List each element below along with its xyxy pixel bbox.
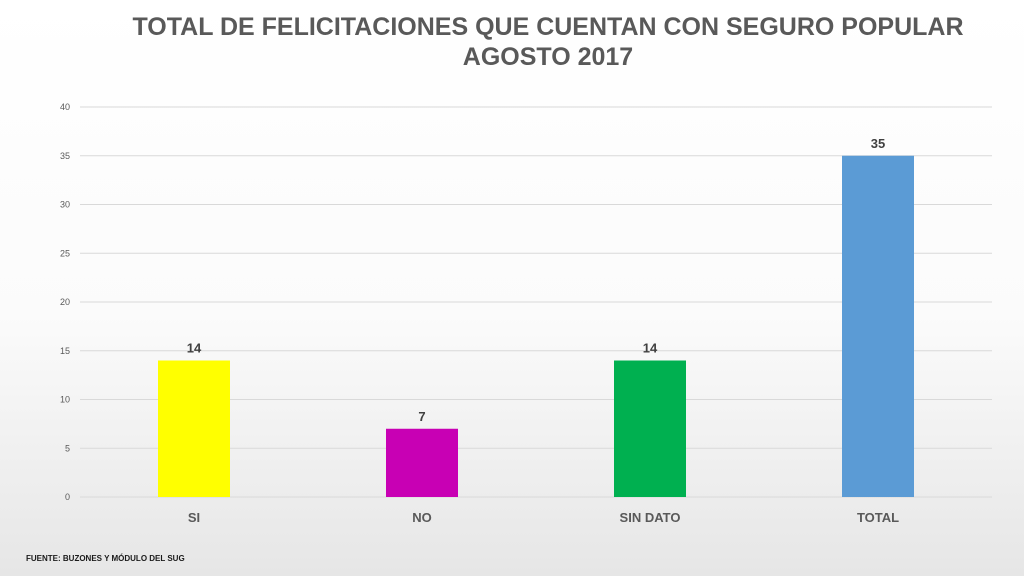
y-tick-label: 30 — [60, 200, 70, 210]
y-tick-label: 5 — [65, 443, 70, 453]
bar-sin-dato — [614, 360, 686, 497]
grid-lines — [80, 106, 992, 498]
y-tick-label: 10 — [60, 395, 70, 405]
y-tick-label: 0 — [65, 492, 70, 502]
bar-si — [158, 360, 230, 497]
data-label: 7 — [418, 409, 425, 424]
data-label: 35 — [871, 136, 885, 151]
bar-total — [842, 155, 914, 497]
y-tick-label: 35 — [60, 151, 70, 161]
y-tick-label: 25 — [60, 248, 70, 258]
bars — [158, 155, 914, 497]
y-axis-ticks: 0 5 10 15 20 25 30 35 40 — [60, 102, 70, 502]
chart-title: TOTAL DE FELICITACIONES QUE CUENTAN CON … — [80, 12, 1016, 72]
chart-title-line-1: TOTAL DE FELICITACIONES QUE CUENTAN CON … — [132, 13, 964, 41]
x-tick-label: TOTAL — [857, 510, 899, 525]
source-note: FUENTE: BUZONES Y MÓDULO DEL SUG — [26, 554, 185, 563]
data-labels: 14 7 14 35 — [187, 136, 885, 424]
x-tick-label: SIN DATO — [620, 510, 681, 525]
data-label: 14 — [187, 341, 202, 356]
y-tick-label: 20 — [60, 297, 70, 307]
y-tick-label: 15 — [60, 346, 70, 356]
data-label: 14 — [643, 341, 658, 356]
x-tick-label: NO — [412, 510, 432, 525]
bar-no — [386, 428, 458, 497]
chart-title-line-2: AGOSTO 2017 — [462, 43, 634, 71]
x-tick-label: SI — [188, 510, 200, 525]
y-tick-label: 40 — [60, 102, 70, 112]
x-axis-ticks: SI NO SIN DATO TOTAL — [188, 510, 899, 525]
